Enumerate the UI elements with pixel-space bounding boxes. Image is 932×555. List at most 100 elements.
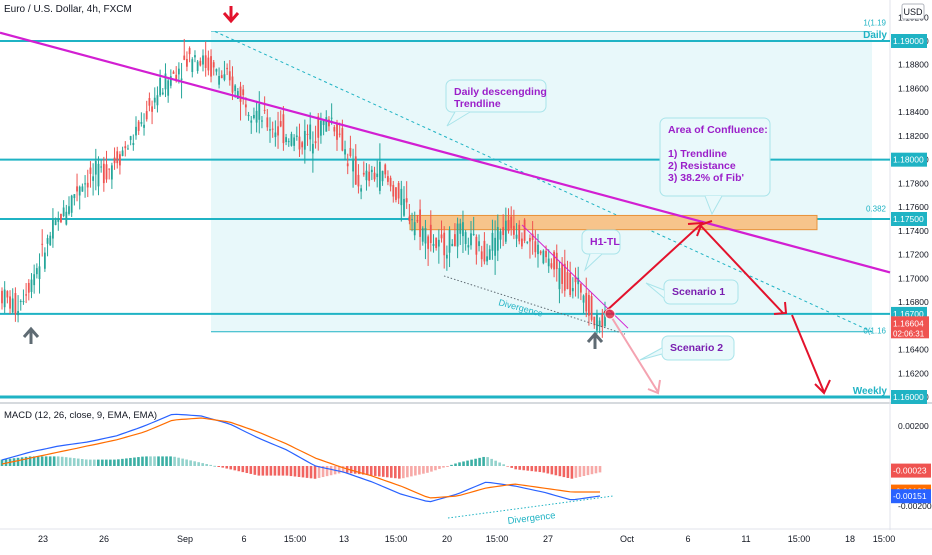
candle-body [443,232,446,256]
macd-histogram-bar [474,458,477,466]
macd-histogram-bar [321,466,325,478]
fib-trend-dashed-line[interactable] [214,31,873,333]
candle-body [169,76,172,86]
macd-histogram-bar [273,466,277,476]
level-price-tag: 1.16000 [891,390,927,405]
scenario-1-continuation[interactable] [791,314,825,393]
time-tick-label: Oct [620,534,635,544]
candle-body [282,114,285,144]
candle-body [76,186,78,192]
macd-histogram-bar [438,466,441,469]
scenario-1-peak[interactable] [699,220,713,226]
candle-body [569,273,572,296]
h1tl-callout-tail [583,253,603,272]
macd-histogram-bar [442,466,445,468]
macd-histogram-bar [377,466,381,477]
scenario-2-arrowhead [647,379,661,395]
macd-histogram-bar [189,460,192,466]
macd-line[interactable] [1,413,601,503]
price-tick-label: 1.18800 [898,60,929,70]
candle-body [320,120,322,136]
signal-line[interactable] [1,417,600,499]
price-tick-label: 1.17200 [898,250,929,260]
candle-body [236,91,239,100]
candle-body [81,186,84,192]
macd-histogram-bar [153,456,156,466]
macd-histogram-bar [385,466,389,478]
candle-body [483,240,486,262]
scenario-1-callout[interactable]: Scenario 1 [645,279,739,305]
scenario-2-path[interactable] [611,317,659,393]
macd-histogram-bar [233,466,237,471]
candle-body [295,135,298,137]
last-price-tag-bg [891,316,929,339]
price-divergence-line[interactable] [443,275,626,335]
entry-point-marker[interactable] [604,308,616,320]
macd-value-tag-text: -0.00151 [893,491,927,501]
macd-histogram-bar [530,466,534,472]
candle-body [424,228,427,244]
candle-body [172,71,175,74]
macd-histogram-bar [145,456,148,466]
time-tick-label: 15:00 [385,534,408,544]
candle-body [153,97,156,103]
candle-body [228,71,231,81]
confluence-callout-tail [704,195,723,216]
candle-body [242,89,245,96]
candle-body [413,222,416,236]
macd-histogram-bar [594,466,598,474]
candle-body [523,219,526,241]
candle-body [352,159,354,172]
macd-histogram-bar [281,466,285,476]
candle-body [416,220,419,222]
h1tl-callout[interactable]: H1-TL [581,229,621,272]
macd-histogram-bar [173,456,176,466]
candle-body [593,316,596,326]
macd-histogram-bar [418,466,421,475]
candle-body [140,122,143,124]
candle-body [65,211,68,225]
candle-body [6,291,9,298]
candle-body [563,263,566,291]
time-tick-label: 23 [38,534,48,544]
symbol-title: Euro / U.S. Dollar, 4h, FXCM [4,4,132,15]
level-price-tag-text: 1.16700 [893,309,924,319]
macd-histogram-bar [422,466,425,474]
macd-histogram-bar [502,464,505,466]
candle-body [41,243,44,245]
macd-histogram-bar [269,466,273,476]
macd-histogram-bar [566,466,570,478]
price-tick-label: 1.16400 [898,345,929,355]
macd-histogram-bar [518,466,522,470]
candle-body [598,320,601,327]
candle-body [92,176,95,181]
daily-descending-trendline[interactable] [0,31,891,274]
price-tick-label: 1.17800 [898,178,929,188]
candle-body [462,222,464,237]
macd-histogram-bar [313,466,317,479]
macd-histogram-bar [297,466,301,477]
confluence-callout-text: 1) Trendline [668,148,727,160]
candle-body [357,174,360,187]
candle-body [202,55,204,65]
macd-histogram-bar [133,457,136,466]
macd-histogram-bar [265,466,269,476]
candle-body [226,67,229,70]
currency-button[interactable]: USD [901,3,925,20]
scenario-2-callout[interactable]: Scenario 2 [639,335,735,361]
candle-body [582,295,585,303]
macd-histogram-bar [574,466,578,478]
time-tick-label: 13 [339,534,349,544]
macd-histogram-bar [361,466,365,475]
candle-body [188,48,191,55]
candle-body [161,92,164,95]
candle-body [46,238,49,244]
macd-histogram-bar [197,462,200,466]
candle-body [145,111,148,120]
macd-histogram-bar [169,456,172,466]
candle-body [419,209,421,237]
